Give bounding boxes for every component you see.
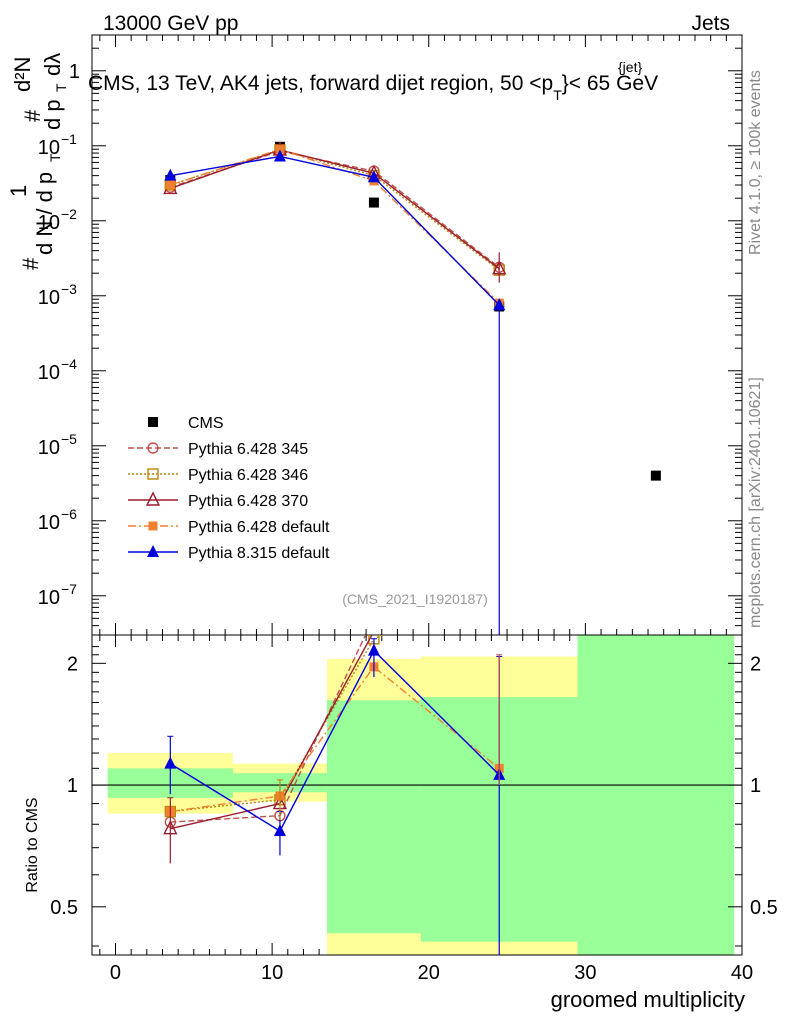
data-point-p6def <box>165 180 175 190</box>
svg-text:d N / d p: d N / d p <box>32 172 57 255</box>
ratio-y-tick-label: 0.5 <box>50 897 78 919</box>
y-tick-label: 10 <box>38 587 60 609</box>
y-tick-label: 10 <box>38 212 60 234</box>
ratio-y-tick-label: 2 <box>67 653 78 675</box>
data-point-p8def <box>273 149 286 162</box>
ratio-frame <box>91 634 743 956</box>
y-tick-exponent: −5 <box>61 431 77 447</box>
ratio-band-inner <box>326 700 421 934</box>
data-point-p8def <box>493 298 506 311</box>
series-line-p6def <box>170 148 500 304</box>
legend-label-p8def: Pythia 8.315 default <box>188 545 330 562</box>
x-tick-label: 0 <box>110 962 121 984</box>
legend-marker-p346 <box>147 468 159 480</box>
side-label-rivet: Rivet 4.1.0, ≥ 100k events <box>747 70 764 255</box>
ratio-panel: 0 10 20 30 40 0.5 0.5 1 1 2 2 <box>50 634 778 984</box>
y-tick-exponent: −1 <box>61 131 77 147</box>
svg-text:CMS, 13 TeV, AK4 jets, forward: CMS, 13 TeV, AK4 jets, forward dijet reg… <box>88 72 658 103</box>
ratio-band-inner <box>577 635 735 955</box>
legend-label-p370: Pythia 6.428 370 <box>188 493 308 510</box>
svg-text:d²N: d²N <box>10 57 35 92</box>
main-series-group <box>163 141 661 635</box>
svg-text:T: T <box>53 83 69 92</box>
side-label-mcplots: mcplots.cern.ch [arXiv:2401.10621] <box>747 377 764 628</box>
y-tick-label: 10 <box>38 287 60 309</box>
header-left: 13000 GeV pp <box>103 12 238 35</box>
data-point-cms <box>650 470 661 481</box>
svg-text:1: 1 <box>6 185 31 197</box>
svg-text:T: T <box>47 153 63 162</box>
analysis-id: (CMS_2021_I1920187) <box>342 591 488 607</box>
svg-text:#: # <box>20 109 45 122</box>
ratio-y-tick-label-right: 0.5 <box>750 897 778 919</box>
legend-marker-p345 <box>147 442 159 454</box>
ratio-line-p370 <box>170 635 373 830</box>
y-tick-label: 10 <box>38 512 60 534</box>
ratio-line-p6def <box>170 665 500 813</box>
series-line-p346 <box>170 149 500 271</box>
ratio-ylabel: Ratio to CMS <box>24 797 41 892</box>
x-tick-label: 40 <box>731 962 753 984</box>
y-tick-exponent: −6 <box>61 506 77 522</box>
y-tick-exponent: −7 <box>61 581 77 597</box>
ratio-y-tick-label-right: 1 <box>750 775 761 797</box>
header-right: Jets <box>691 12 730 35</box>
plot-title: CMS, 13 TeV, AK4 jets, forward dijet reg… <box>88 59 658 103</box>
legend-marker-p370 <box>145 491 161 506</box>
y-tick-label: 10 <box>38 362 60 384</box>
legend-marker-p8def <box>147 545 159 557</box>
main-ylabel: # 1 d N / d p T # d p T dλ d²N <box>6 53 69 270</box>
ratio-y-tick-label: 1 <box>67 775 78 797</box>
legend-label-p345: Pythia 6.428 345 <box>188 441 308 458</box>
ratio-line-p8def <box>169 649 500 832</box>
data-point-p6def <box>275 144 285 154</box>
svg-text:{jet}: {jet} <box>618 59 642 75</box>
legend-label-cms: CMS <box>188 415 224 432</box>
y-tick-label: 1 <box>69 61 80 83</box>
ratio-series-group <box>163 635 506 955</box>
data-point-p8def <box>367 170 380 183</box>
x-tick-label: 10 <box>261 962 283 984</box>
x-axis-label: groomed multiplicity <box>551 987 745 1012</box>
x-tick-label: 30 <box>574 962 596 984</box>
svg-text:#: # <box>18 257 43 270</box>
legend-label-p346: Pythia 6.428 346 <box>188 467 308 484</box>
legend-marker-p6def <box>148 521 158 531</box>
y-tick-exponent: −3 <box>61 281 77 297</box>
y-tick-exponent: −4 <box>61 356 77 372</box>
data-point-cms <box>368 197 379 208</box>
legend-marker-cms <box>148 417 158 427</box>
series-line-p8def <box>170 155 500 306</box>
series-line-p370 <box>170 149 500 270</box>
y-tick-exponent: −2 <box>61 206 77 222</box>
y-tick-label: 10 <box>38 137 60 159</box>
svg-text:d p: d p <box>40 99 65 130</box>
legend-label-p6def: Pythia 6.428 default <box>188 519 330 536</box>
x-tick-label: 20 <box>418 962 440 984</box>
legend: CMS Pythia 6.428 345 Pythia 6.428 346 Pythi… <box>128 415 330 562</box>
ratio-y-tick-label-right: 2 <box>750 653 761 675</box>
data-point-p8def <box>164 168 177 181</box>
svg-text:dλ: dλ <box>40 53 65 76</box>
y-tick-label: 10 <box>38 437 60 459</box>
